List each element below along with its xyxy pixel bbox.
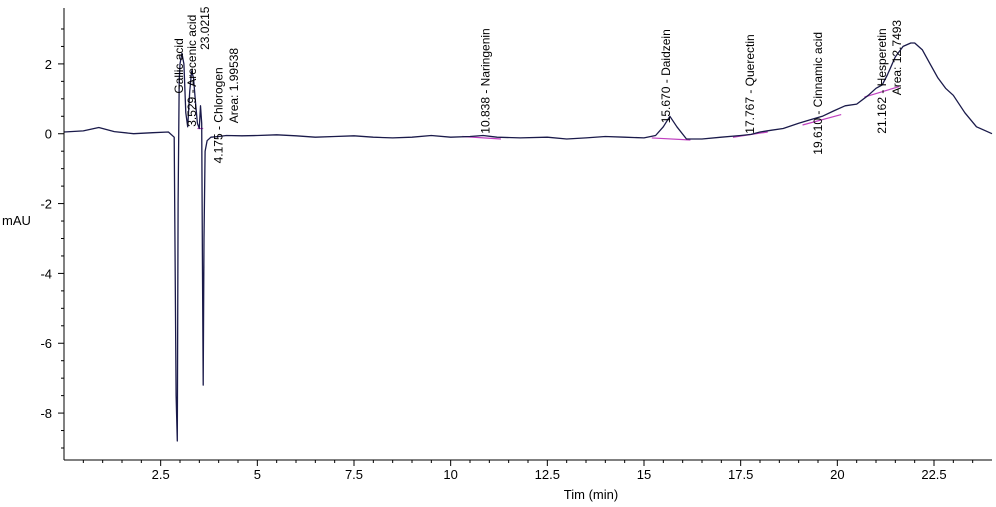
x-tick-label: 2.5 xyxy=(152,467,170,482)
peak-label: Gallic acid xyxy=(172,38,186,93)
y-tick-label: -8 xyxy=(40,406,52,421)
peak-label: 19.610 - Cinnamic acid xyxy=(811,32,825,155)
x-tick-label: 5 xyxy=(254,467,261,482)
peak-baseline xyxy=(864,86,900,98)
peak-label: 21.162 - Hesperetin xyxy=(875,28,889,133)
x-tick-label: 15 xyxy=(637,467,651,482)
peak-baseline xyxy=(651,137,691,141)
peak-label: 17.767 - Querectin xyxy=(743,34,757,133)
peak-label: 10.838 - Naringenin xyxy=(478,28,492,133)
peak-label: Area: 1.99538 xyxy=(227,48,241,124)
x-tick-label: 10 xyxy=(443,467,457,482)
x-tick-label: 22.5 xyxy=(921,467,946,482)
y-tick-label: 0 xyxy=(45,127,52,142)
peak-label: 15.670 - Daidzein xyxy=(659,29,673,123)
x-tick-label: 17.5 xyxy=(728,467,753,482)
x-tick-label: 7.5 xyxy=(345,467,363,482)
peak-label: 23.0215 xyxy=(198,6,212,50)
y-axis-ticks: 2 0 -2 -4 -6 -8 xyxy=(40,28,64,449)
y-tick-label: 2 xyxy=(45,57,52,72)
peak-label: 3.529 - Arecenic acid xyxy=(185,15,199,127)
axes xyxy=(63,8,992,461)
chromatogram-trace xyxy=(63,42,993,442)
y-tick-label: -6 xyxy=(40,336,52,351)
x-axis-title: Tim (min) xyxy=(564,487,618,502)
peak-label: Area: 12.7493 xyxy=(890,20,904,96)
x-tick-label: 20 xyxy=(830,467,844,482)
x-axis-ticks: 2.5 5 7.5 10 12.5 15 17.5 20 22.5 xyxy=(82,460,974,482)
x-tick-label: 12.5 xyxy=(535,467,560,482)
y-axis-title: mAU xyxy=(2,213,31,228)
y-tick-label: -4 xyxy=(40,266,52,281)
peak-label: 4.175 - Chlorogen xyxy=(212,67,226,163)
y-tick-label: -2 xyxy=(40,197,52,212)
peak-baseline xyxy=(802,113,842,126)
peak-baselines xyxy=(197,86,900,141)
